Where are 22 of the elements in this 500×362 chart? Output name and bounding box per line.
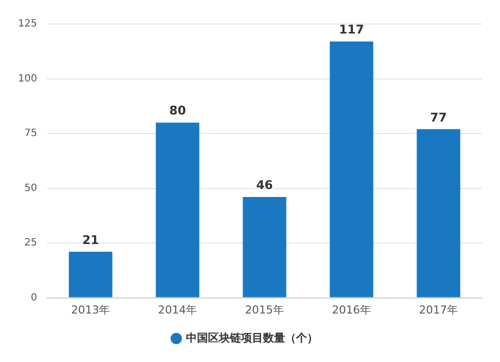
y-tick-label: 125	[18, 18, 38, 30]
bar	[242, 197, 286, 298]
y-tick-label: 50	[24, 182, 38, 194]
data-label: 21	[82, 232, 99, 247]
legend-label: 中国区块链项目数量（个）	[186, 331, 318, 344]
bar	[68, 252, 112, 298]
data-label: 46	[256, 178, 273, 192]
bar	[416, 129, 460, 298]
x-tick-label: 2014年	[158, 303, 198, 316]
y-tick-label: 75	[24, 128, 38, 140]
y-tick-label: 0	[30, 292, 38, 304]
x-tick-label: 2017年	[419, 303, 458, 316]
y-tick-label: 100	[18, 73, 38, 84]
bar	[330, 42, 374, 298]
data-label: 77	[430, 110, 447, 124]
y-tick-label: 25	[24, 238, 38, 249]
x-tick-label: 2015年	[245, 303, 284, 316]
x-tick-label: 2016年	[332, 303, 372, 316]
data-label: 80	[169, 104, 186, 118]
data-label: 117	[338, 22, 364, 37]
bar	[156, 122, 200, 298]
x-tick-label: 2013年	[71, 303, 110, 316]
